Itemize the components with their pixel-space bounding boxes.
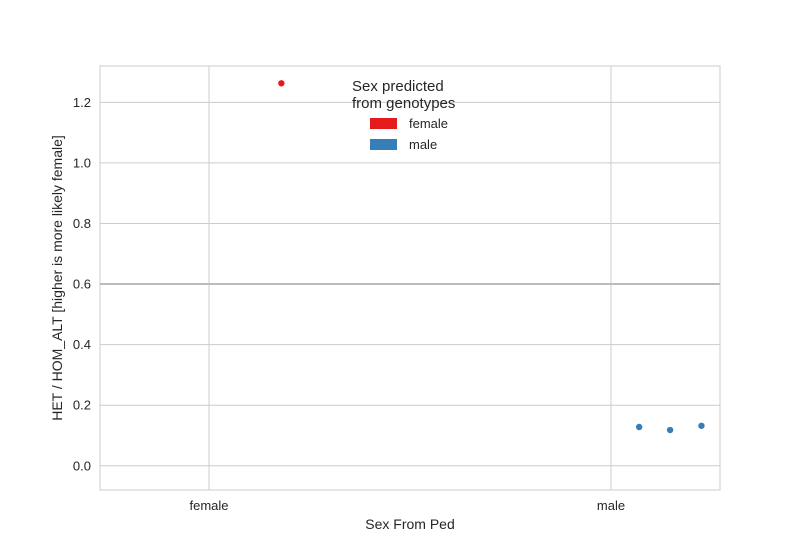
x-axis-label: Sex From Ped	[365, 516, 454, 532]
y-tick-label: 0.4	[73, 337, 91, 352]
x-tick-label: female	[189, 498, 228, 513]
y-axis-label: HET / HOM_ALT [higher is more likely fem…	[49, 135, 65, 421]
y-tick-label: 0.6	[73, 277, 91, 292]
y-tick-label: 1.0	[73, 155, 91, 170]
x-tick-label: male	[597, 498, 625, 513]
x-tick-labels: female male	[189, 498, 625, 513]
legend: Sex predicted from genotypes female male	[352, 78, 455, 152]
data-point-female	[278, 80, 285, 87]
plot-frame	[99, 65, 721, 491]
y-tick-label: 0.0	[73, 458, 91, 473]
y-tick-label: 1.2	[73, 95, 91, 110]
legend-label-male: male	[409, 137, 437, 152]
data-point-male	[666, 426, 674, 434]
data-point-male	[635, 423, 643, 431]
legend-title-line-2: from genotypes	[352, 95, 455, 112]
y-tick-label: 0.2	[73, 398, 91, 413]
y-tick-labels: 0.0 0.2 0.4 0.6 0.8 1.0 1.2	[73, 95, 91, 473]
legend-label-female: female	[409, 116, 448, 131]
data-point-male	[698, 422, 705, 429]
y-tick-label: 0.8	[73, 216, 91, 231]
legend-swatch-male	[370, 139, 397, 150]
data-points	[278, 80, 705, 434]
legend-title-line-1: Sex predicted	[352, 78, 444, 95]
legend-swatch-female	[370, 118, 397, 129]
